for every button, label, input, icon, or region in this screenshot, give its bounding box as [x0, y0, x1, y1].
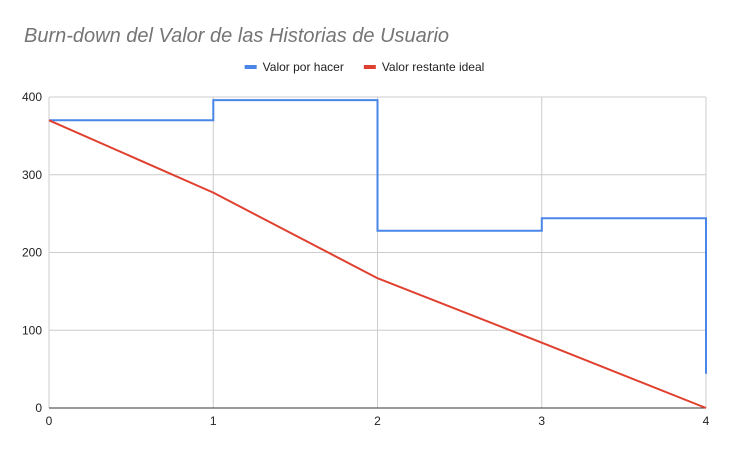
y-tick-label: 0: [35, 401, 42, 415]
legend-item: Valor por hacer: [244, 60, 344, 74]
legend-item: Valor restante ideal: [363, 60, 485, 74]
y-tick-label: 100: [22, 323, 42, 337]
tick-labels: 0 100 200 300 400 0 1 2 3 4: [22, 90, 710, 428]
series-lines: [48, 99, 707, 409]
x-tick-label: 1: [210, 414, 217, 428]
legend-swatch: [363, 65, 376, 69]
chart-title: Burn-down del Valor de las Historias de …: [24, 25, 449, 47]
series-line-0: [49, 99, 707, 374]
x-tick-label: 2: [374, 414, 381, 428]
y-tick-label: 200: [22, 246, 42, 260]
y-tick-label: 300: [22, 168, 42, 182]
legend-label: Valor restante ideal: [382, 60, 485, 74]
y-tick-label: 400: [22, 90, 42, 104]
chart-legend: Valor por hacer Valor restante ideal: [244, 60, 485, 74]
series-line-1: [48, 119, 707, 409]
legend-label: Valor por hacer: [263, 60, 344, 74]
x-tick-label: 0: [46, 414, 53, 428]
x-tick-label: 3: [538, 414, 545, 428]
x-tick-label: 4: [703, 414, 710, 428]
legend-swatch: [244, 65, 257, 69]
